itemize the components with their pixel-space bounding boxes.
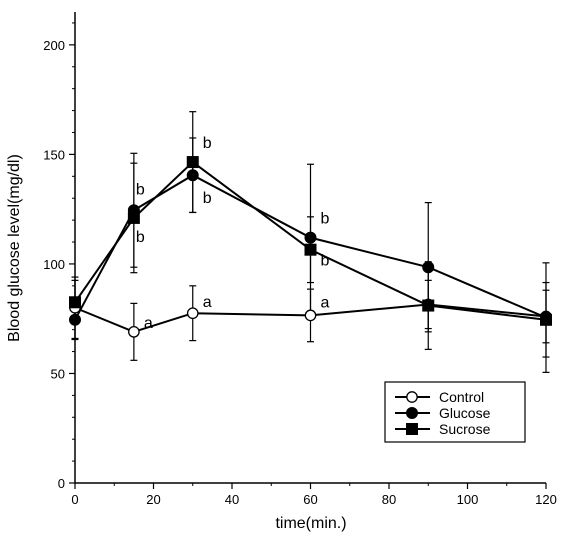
significance-label: a	[203, 294, 212, 311]
axes: 0 20 40 60 80 100 120 0 50 100 150 200	[43, 12, 557, 507]
y-tick-label: 0	[58, 476, 65, 491]
y-tick-label: 50	[51, 366, 65, 381]
series-line-control	[74, 303, 547, 333]
data-point-sucrose	[186, 156, 199, 169]
data-point-control	[128, 325, 140, 338]
data-point-control	[186, 307, 199, 320]
significance-label: b	[321, 253, 330, 270]
data-point-glucose	[186, 169, 199, 182]
series-lines	[74, 160, 547, 333]
legend-marker-control	[406, 391, 418, 403]
legend-marker-sucrose	[406, 423, 418, 435]
legend-label: Control	[439, 389, 484, 405]
data-point-sucrose	[69, 296, 81, 309]
x-axis-title: time(min.)	[275, 515, 346, 532]
significance-label: a	[321, 294, 330, 311]
significance-label: b	[136, 181, 145, 198]
data-point-sucrose	[304, 243, 317, 256]
data-point-glucose	[304, 231, 317, 244]
x-tick-label: 40	[225, 492, 239, 507]
significance-label: a	[144, 315, 153, 332]
x-tick-label: 100	[457, 492, 479, 507]
y-axis-title: Blood glucose level(mg/dl)	[6, 154, 23, 342]
legend-marker-glucose	[406, 407, 418, 419]
data-point-control	[304, 309, 317, 322]
y-tick-label: 150	[43, 147, 65, 162]
data-point-glucose	[422, 261, 435, 274]
significance-label: b	[203, 190, 212, 207]
y-tick-label: 100	[43, 257, 65, 272]
significance-annotations: a a a b b b b b b	[136, 135, 330, 332]
significance-label: b	[321, 211, 330, 228]
y-tick-label: 200	[43, 38, 65, 53]
x-tick-label: 120	[535, 492, 557, 507]
significance-label: b	[136, 229, 145, 246]
data-point-glucose	[69, 313, 81, 326]
x-tick-label: 0	[71, 492, 78, 507]
data-point-sucrose	[127, 211, 140, 224]
x-tick-label: 60	[303, 492, 317, 507]
series-markers	[69, 156, 552, 338]
data-point-sucrose	[540, 313, 552, 326]
legend-label: Sucrose	[439, 421, 491, 437]
x-tick-label: 80	[382, 492, 396, 507]
x-tick-label: 20	[146, 492, 160, 507]
significance-label: b	[203, 135, 212, 152]
series-line-sucrose	[74, 160, 547, 321]
data-point-sucrose	[422, 299, 435, 312]
legend-label: Glucose	[439, 405, 491, 421]
